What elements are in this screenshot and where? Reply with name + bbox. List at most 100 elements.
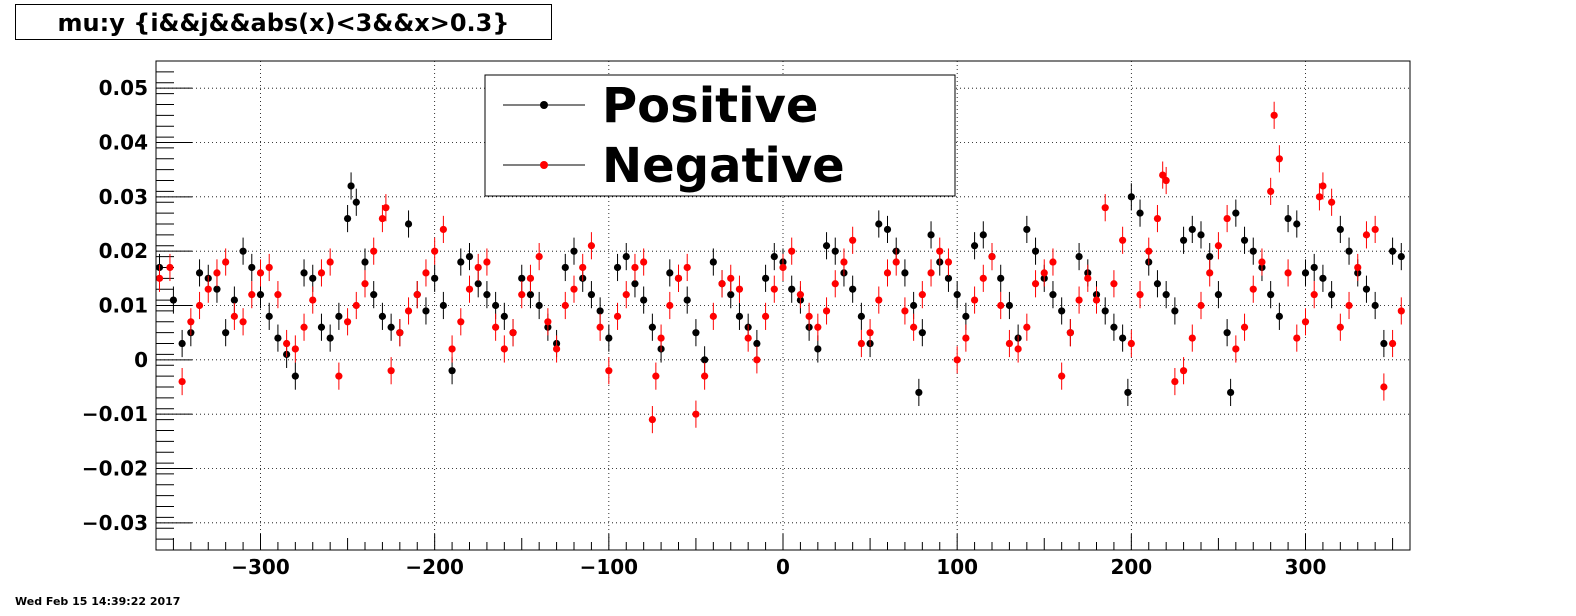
data-point	[1362, 231, 1371, 239]
data-point	[265, 312, 273, 320]
data-point	[849, 236, 857, 244]
data-point	[666, 269, 674, 277]
data-point	[1023, 225, 1031, 234]
data-point	[1031, 280, 1040, 288]
data-point	[962, 312, 970, 320]
data-point	[1145, 247, 1153, 255]
data-point	[953, 356, 961, 364]
data-point	[970, 242, 979, 250]
legend-label: Negative	[602, 138, 845, 194]
data-point	[1058, 307, 1066, 315]
data-point	[822, 307, 831, 315]
data-point	[596, 307, 604, 315]
data-point	[431, 274, 439, 282]
data-point	[343, 214, 352, 223]
y-tick-label: 0	[134, 348, 148, 372]
data-point	[605, 367, 613, 375]
series-negative	[155, 101, 1405, 434]
data-point	[352, 301, 360, 310]
data-point	[1119, 334, 1127, 342]
data-point	[213, 285, 221, 293]
data-point	[944, 258, 953, 266]
data-point	[1179, 236, 1188, 244]
data-point	[918, 291, 926, 299]
data-point	[770, 285, 778, 293]
data-point	[718, 280, 726, 288]
data-point	[892, 258, 900, 266]
data-point	[944, 274, 953, 282]
data-point	[1119, 236, 1127, 244]
data-point	[1397, 307, 1405, 315]
data-point	[648, 416, 656, 424]
data-point	[596, 323, 604, 331]
data-point	[518, 291, 526, 299]
data-point	[927, 269, 935, 277]
data-point	[631, 280, 639, 288]
data-point	[526, 291, 535, 299]
data-point	[753, 356, 761, 364]
data-point	[1005, 339, 1014, 348]
data-point	[901, 269, 909, 277]
data-point	[761, 274, 770, 282]
data-point	[814, 345, 822, 353]
data-point	[1206, 253, 1214, 261]
data-point	[1258, 258, 1266, 266]
data-point	[335, 372, 343, 380]
data-point	[1159, 171, 1167, 179]
data-point	[1275, 155, 1283, 163]
data-point	[535, 253, 543, 261]
data-point	[831, 247, 839, 255]
data-point	[915, 388, 923, 397]
x-tick-label: 200	[1110, 555, 1152, 579]
data-point	[347, 182, 355, 190]
data-point	[492, 301, 500, 310]
data-point	[613, 263, 622, 272]
data-point	[1049, 258, 1057, 266]
x-tick-label: −200	[405, 555, 464, 579]
data-point	[300, 323, 308, 331]
data-point	[1301, 318, 1310, 326]
data-point	[1319, 274, 1327, 282]
data-point	[378, 312, 387, 320]
data-point	[683, 296, 691, 304]
x-tick-label: 300	[1285, 555, 1327, 579]
data-point	[1354, 263, 1362, 272]
data-point	[248, 263, 256, 272]
data-point	[1388, 247, 1397, 255]
data-point	[709, 258, 717, 266]
data-point	[1319, 182, 1327, 190]
data-point	[857, 339, 865, 348]
data-point	[1380, 339, 1388, 348]
y-tick-label: 0.01	[99, 294, 148, 318]
data-point	[370, 291, 378, 299]
data-point	[1153, 280, 1162, 288]
data-point	[274, 291, 282, 299]
data-point	[910, 301, 918, 310]
data-point	[422, 307, 430, 315]
data-point	[326, 258, 334, 266]
y-tick-label: −0.02	[82, 457, 148, 481]
data-point	[622, 291, 630, 299]
data-point	[918, 329, 926, 337]
data-point	[404, 220, 413, 228]
series-layer	[155, 101, 1405, 434]
data-point	[178, 339, 186, 348]
data-point	[1136, 291, 1144, 299]
data-point	[483, 258, 491, 266]
data-point	[213, 269, 221, 277]
data-point	[579, 263, 587, 272]
plot-frame	[155, 60, 1411, 551]
data-point	[1232, 209, 1240, 217]
series-positive	[155, 172, 1405, 407]
data-point	[849, 285, 857, 293]
data-point	[970, 296, 979, 304]
data-point	[1336, 323, 1344, 331]
data-point	[239, 318, 247, 326]
data-point	[1188, 334, 1196, 342]
data-point	[692, 410, 700, 418]
data-point	[1014, 345, 1022, 353]
data-point	[195, 301, 204, 310]
data-point	[265, 263, 273, 272]
data-point	[997, 274, 1005, 282]
data-point	[309, 296, 317, 304]
